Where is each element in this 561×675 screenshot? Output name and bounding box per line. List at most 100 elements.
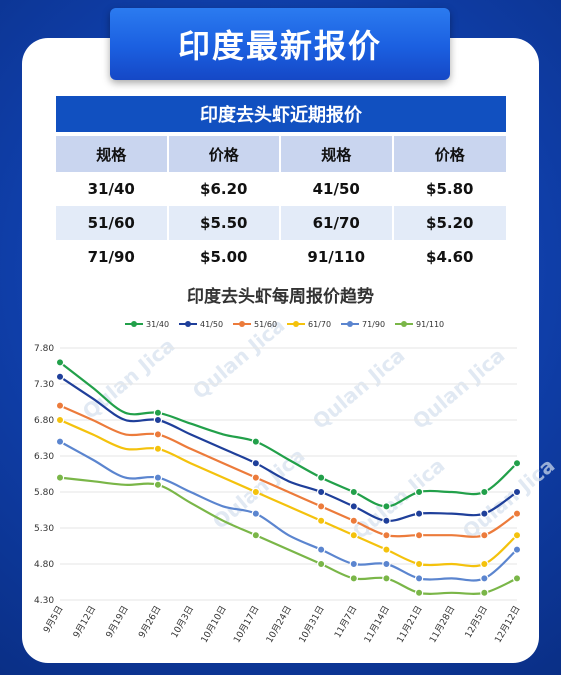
series-line-61/70 [59, 418, 518, 568]
legend-label: 41/50 [200, 320, 223, 329]
data-point [251, 473, 261, 482]
legend-label: 31/40 [146, 320, 169, 329]
table-cell: 51/60 [56, 206, 169, 240]
data-point [251, 437, 261, 446]
table-cell: $5.80 [393, 172, 506, 206]
data-point [480, 531, 489, 540]
y-tick-label: 4.80 [34, 560, 54, 570]
x-tick-label: 10月24日 [264, 604, 294, 645]
data-point [349, 574, 358, 583]
data-point [512, 531, 522, 540]
price-table: 印度去头虾近期报价 规格 价格 规格 价格 31/40 $6.20 41/50 … [56, 96, 506, 274]
y-tick-label: 7.80 [34, 344, 54, 354]
data-point [414, 531, 424, 540]
data-point [55, 372, 65, 381]
x-tick-label: 11月14日 [362, 604, 392, 645]
watermark-text: Qulan Jica [348, 453, 450, 544]
price-table-title: 印度去头虾近期报价 [56, 96, 506, 132]
legend-label: 71/90 [362, 320, 385, 329]
y-tick-label: 6.30 [34, 452, 54, 462]
data-point [251, 531, 261, 540]
data-point [316, 559, 326, 569]
data-point [153, 444, 163, 453]
x-tick-label: 9月12日 [71, 604, 98, 640]
series-line-41/50 [59, 375, 518, 522]
table-cell: 71/90 [56, 240, 169, 274]
x-tick-label: 11月21日 [395, 604, 425, 645]
y-tick-label: 7.30 [34, 380, 54, 390]
data-point [480, 588, 489, 598]
legend-label: 91/110 [416, 320, 444, 329]
y-tick-label: 5.30 [34, 524, 54, 534]
data-point [349, 487, 358, 497]
header-cell-price-1: 价格 [168, 136, 281, 172]
series-line-51/60 [59, 404, 518, 538]
data-point [55, 358, 65, 367]
table-cell: $6.20 [168, 172, 281, 206]
data-point [382, 559, 391, 569]
table-cell: $4.60 [393, 240, 506, 274]
table-cell: 41/50 [281, 172, 394, 206]
x-tick-label: 9月26日 [136, 604, 163, 640]
data-point [480, 559, 489, 569]
data-point [316, 545, 326, 554]
legend-marker [131, 321, 137, 327]
series-line-71/90 [59, 440, 518, 582]
x-tick-label: 9月5日 [41, 604, 65, 635]
data-point [153, 430, 163, 439]
header-cell-spec-1: 规格 [56, 136, 169, 172]
data-point [55, 473, 65, 482]
data-point [349, 502, 358, 511]
legend-marker [239, 321, 245, 327]
x-tick-label: 9月19日 [104, 604, 131, 640]
x-tick-label: 10月3日 [169, 604, 196, 640]
x-tick-label: 10月10日 [199, 604, 229, 645]
data-point [512, 545, 522, 554]
table-cell: $5.00 [168, 240, 281, 274]
legend-marker [401, 321, 407, 327]
data-point [349, 559, 358, 569]
page-title-banner: 印度最新报价 [110, 8, 450, 80]
data-point [316, 516, 326, 526]
data-point [480, 574, 489, 583]
series-line-31/40 [59, 361, 518, 508]
y-tick-label: 5.80 [34, 488, 54, 498]
data-point [382, 545, 391, 554]
x-tick-label: 10月31日 [297, 604, 327, 645]
data-point [251, 509, 261, 518]
legend-label: 61/70 [308, 320, 331, 329]
data-point [55, 415, 65, 425]
data-point [512, 509, 522, 518]
series-line-91/110 [59, 476, 518, 595]
data-point [349, 531, 358, 540]
data-point [414, 559, 424, 569]
legend-marker [347, 321, 353, 327]
table-cell: $5.50 [168, 206, 281, 240]
table-cell: 31/40 [56, 172, 169, 206]
data-point [414, 588, 424, 598]
data-point [382, 574, 391, 583]
data-point [480, 487, 489, 497]
table-row: 71/90 $5.00 91/110 $4.60 [56, 240, 506, 274]
header-cell-price-2: 价格 [393, 136, 506, 172]
data-point [480, 509, 489, 518]
data-point [512, 574, 522, 583]
x-tick-label: 12月12日 [493, 604, 523, 645]
data-point [316, 487, 326, 497]
price-table-header-row: 规格 价格 规格 价格 [56, 136, 506, 172]
data-point [414, 574, 424, 583]
chart-title: 印度去头虾每周报价趋势 [187, 287, 374, 307]
x-tick-label: 11月7日 [332, 604, 359, 640]
data-point [251, 487, 261, 497]
header-cell-spec-2: 规格 [281, 136, 394, 172]
data-point [512, 459, 522, 468]
data-point [414, 509, 424, 518]
watermark-text: Qulan Jica [78, 333, 180, 424]
data-point [153, 473, 163, 482]
data-point [55, 401, 65, 410]
x-tick-label: 12月5日 [463, 604, 490, 640]
legend-label: 51/60 [254, 320, 277, 329]
data-point [512, 487, 522, 497]
page-title: 印度最新报价 [177, 27, 382, 65]
